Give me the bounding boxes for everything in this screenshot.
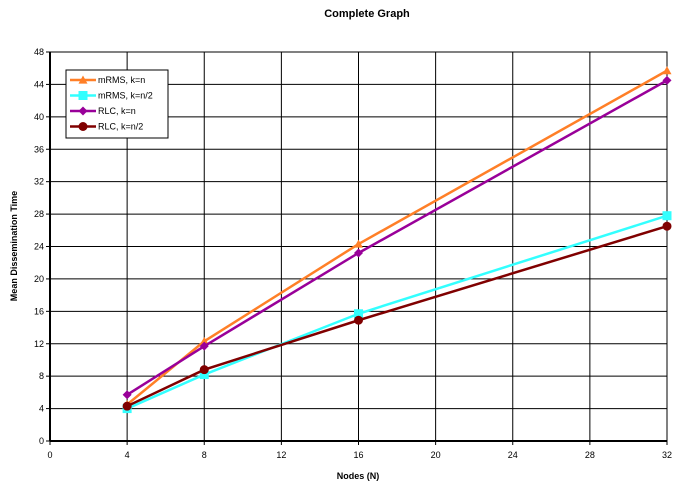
data-point xyxy=(662,66,672,75)
data-point xyxy=(122,401,132,411)
y-tick-label: 8 xyxy=(39,371,44,381)
data-point xyxy=(354,248,363,258)
legend-label: mRMS, k=n/2 xyxy=(98,91,153,101)
series-line xyxy=(126,214,668,410)
y-tick-label: 20 xyxy=(34,274,44,284)
y-tick-label: 12 xyxy=(34,339,44,349)
y-tick-label: 0 xyxy=(39,436,44,446)
x-tick-label: 32 xyxy=(662,450,672,460)
x-tick-label: 4 xyxy=(125,450,130,460)
legend: mRMS, k=n mRMS, k=n/2 RLC, k=n RLC, k=n/2 xyxy=(65,69,169,139)
y-tick-label: 40 xyxy=(34,112,44,122)
data-point xyxy=(199,365,209,375)
x-tick-label: 16 xyxy=(353,450,363,460)
data-point xyxy=(354,239,363,248)
legend-label: RLC, k=n/2 xyxy=(98,122,143,132)
data-point xyxy=(199,336,209,345)
x-tick-label: 24 xyxy=(508,450,518,460)
x-tick-label: 20 xyxy=(431,450,441,460)
chart-title: Complete Graph xyxy=(324,8,410,20)
legend-label: mRMS, k=n xyxy=(98,75,145,85)
y-tick-label: 32 xyxy=(34,177,44,187)
data-point xyxy=(354,309,363,319)
y-tick-label: 36 xyxy=(34,144,44,154)
legend-marker xyxy=(78,106,88,116)
x-tick-label: 28 xyxy=(585,450,595,460)
series-group xyxy=(122,66,672,414)
series-line xyxy=(126,79,668,396)
legend-marker xyxy=(78,122,88,131)
data-point xyxy=(199,341,209,351)
series-3 xyxy=(122,221,672,411)
data-point xyxy=(662,221,672,231)
y-tick-label: 16 xyxy=(34,306,44,316)
legend-marker xyxy=(78,75,88,84)
y-axis-label: Mean Dissemination Time xyxy=(9,191,19,301)
legend-marker xyxy=(78,91,88,100)
data-point xyxy=(122,390,132,400)
legend-label: RLC, k=n xyxy=(98,106,136,116)
series-0 xyxy=(122,66,672,409)
data-point xyxy=(354,315,363,325)
x-tick-label: 12 xyxy=(276,450,286,460)
y-tick-label: 28 xyxy=(34,209,44,219)
data-point xyxy=(199,370,209,380)
series-line xyxy=(126,69,668,406)
x-tick-labels: 0 4 8 12 16 20 24 28 32 xyxy=(47,450,672,460)
axes xyxy=(46,51,668,445)
series-1 xyxy=(122,211,672,414)
x-tick-label: 8 xyxy=(202,450,207,460)
x-axis-label: Nodes (N) xyxy=(337,471,380,481)
data-point xyxy=(662,75,672,85)
y-tick-label: 44 xyxy=(34,79,44,89)
x-tick-label: 0 xyxy=(47,450,52,460)
y-tick-label: 4 xyxy=(39,404,44,414)
series-line xyxy=(126,225,668,408)
y-tick-label: 48 xyxy=(34,47,44,57)
y-tick-label: 24 xyxy=(34,242,44,252)
data-point xyxy=(662,211,672,221)
series-2 xyxy=(122,75,672,400)
